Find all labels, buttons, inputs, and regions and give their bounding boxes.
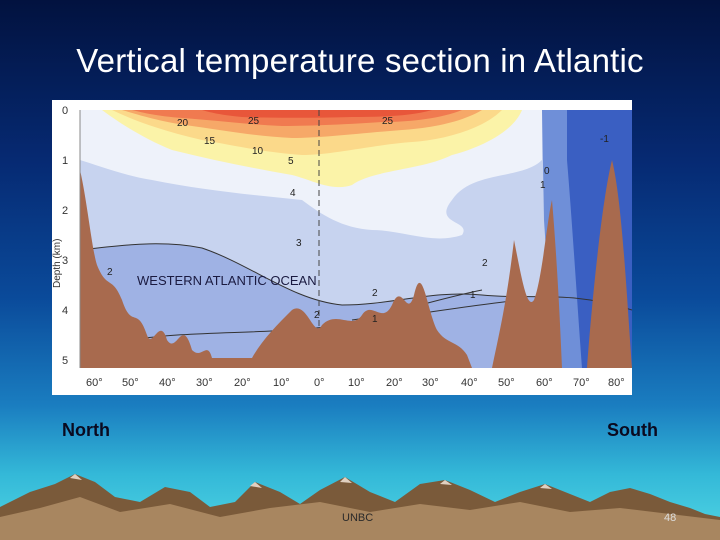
footer-text: UNBC (342, 512, 374, 524)
isotherm-label: 20 (177, 118, 189, 129)
isotherm-label: 2 (107, 267, 113, 278)
ocean-label: WESTERN ATLANTIC OCEAN (137, 273, 317, 288)
mid-atlantic-ridge (492, 200, 562, 368)
latitude-tick: 60° (536, 377, 553, 389)
isotherm-label: 1 (540, 180, 546, 191)
seafloor-south (587, 160, 632, 368)
isotherm-label: 2 (482, 258, 488, 269)
south-label: South (607, 420, 658, 440)
seafloor-north (80, 170, 472, 368)
isotherm-label: 1 (372, 314, 378, 325)
isotherm-label: 4 (290, 188, 296, 199)
isotherm-label: 25 (248, 116, 260, 127)
latitude-tick: 80° (608, 377, 625, 389)
page-number: 48 (664, 512, 677, 524)
latitude-tick: 40° (461, 377, 478, 389)
depth-tick: 0 (62, 105, 68, 117)
y-axis-label: Depth (km) (52, 239, 63, 288)
latitude-tick: 60° (86, 377, 103, 389)
latitude-tick: 50° (122, 377, 139, 389)
isotherm-label: -1 (600, 134, 609, 145)
north-label: North (62, 420, 110, 440)
mountain-range-decoration (0, 474, 720, 540)
depth-tick: 1 (62, 155, 68, 167)
temperature-section-figure: WESTERN ATLANTIC OCEAN 25 25 20 15 10 5 … (52, 100, 632, 395)
isotherm-25-region (202, 110, 432, 118)
latitude-tick: 30° (422, 377, 439, 389)
latitude-tick: 0° (314, 377, 325, 389)
isotherm-label: 25 (382, 116, 394, 127)
latitude-tick: 40° (159, 377, 176, 389)
latitude-tick: 50° (498, 377, 515, 389)
latitude-tick: 20° (234, 377, 251, 389)
depth-tick: 3 (62, 255, 68, 267)
slide-title: Vertical temperature section in Atlantic (76, 42, 644, 79)
latitude-tick: 10° (273, 377, 290, 389)
isotherm-label: 1 (470, 290, 476, 301)
depth-tick: 2 (62, 205, 68, 217)
isotherm-label: 15 (204, 136, 216, 147)
isotherm-label: 3 (296, 238, 302, 249)
depth-tick: 4 (62, 305, 68, 317)
isotherm-label: 2 (314, 310, 320, 321)
latitude-tick: 70° (573, 377, 590, 389)
latitude-tick: 20° (386, 377, 403, 389)
isotherm-label: 5 (288, 156, 294, 167)
latitude-tick: 30° (196, 377, 213, 389)
isotherm-label: 0 (544, 166, 550, 177)
isotherm-3-line (79, 243, 632, 311)
latitude-tick: 10° (348, 377, 365, 389)
temperature-section-diagram: WESTERN ATLANTIC OCEAN 25 25 20 15 10 5 … (52, 105, 632, 389)
depth-tick: 5 (62, 355, 68, 367)
isotherm-label: 10 (252, 146, 264, 157)
isotherm-label: 2 (372, 288, 378, 299)
